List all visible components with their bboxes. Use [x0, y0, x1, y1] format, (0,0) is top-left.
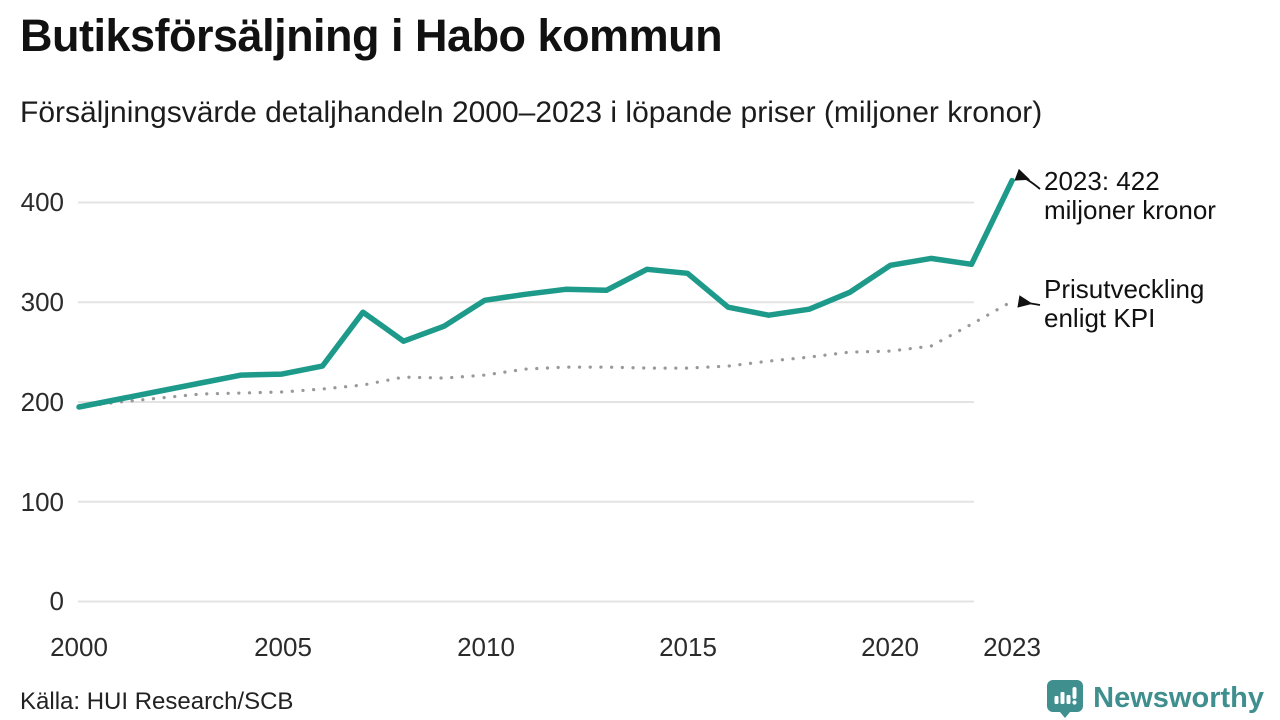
y-axis-tick-100: 100 — [20, 487, 64, 517]
x-axis-tick-2023: 2023 — [983, 632, 1041, 662]
x-axis-tick-2020: 2020 — [861, 632, 919, 662]
source-note: Källa: HUI Research/SCB — [20, 688, 294, 715]
y-axis-tick-0: 0 — [49, 586, 64, 616]
annotation-arrow-sales — [1014, 168, 1041, 190]
newsworthy-logo-icon — [1047, 680, 1084, 718]
newsworthy-brand-text: Newsworthy — [1093, 681, 1264, 714]
annotation-sales-2023: 2023: 422 miljoner kronor — [1044, 167, 1216, 225]
annotation-kpi-line2: enligt KPI — [1044, 303, 1156, 333]
x-axis-tick-2000: 2000 — [50, 632, 108, 662]
y-axis-tick-300: 300 — [20, 287, 64, 317]
chart-title: Butiksförsäljning i Habo kommun — [20, 10, 723, 61]
chart-subtitle: Försäljningsvärde detaljhandeln 2000–202… — [20, 96, 1043, 129]
horizontal-gridlines — [78, 201, 974, 603]
newsworthy-brand: Newsworthy — [1045, 678, 1264, 718]
annotation-sales-line1: 2023: 422 — [1044, 166, 1160, 196]
x-axis-tick-2005: 2005 — [254, 632, 312, 662]
annotation-kpi-line1: Prisutveckling — [1044, 274, 1205, 304]
x-axis-tick-2015: 2015 — [659, 632, 717, 662]
x-axis-tick-2010: 2010 — [457, 632, 515, 662]
y-axis-tick-200: 200 — [20, 387, 64, 417]
annotation-kpi: Prisutveckling enligt KPI — [1044, 275, 1204, 333]
kpi-dotted-line — [77, 299, 1014, 409]
bar-chart-icon — [1054, 687, 1077, 705]
sales-line — [76, 177, 1015, 410]
y-axis-tick-400: 400 — [20, 187, 64, 217]
annotation-arrow-kpi — [1017, 295, 1041, 308]
annotation-sales-line2: miljoner kronor — [1044, 195, 1216, 225]
